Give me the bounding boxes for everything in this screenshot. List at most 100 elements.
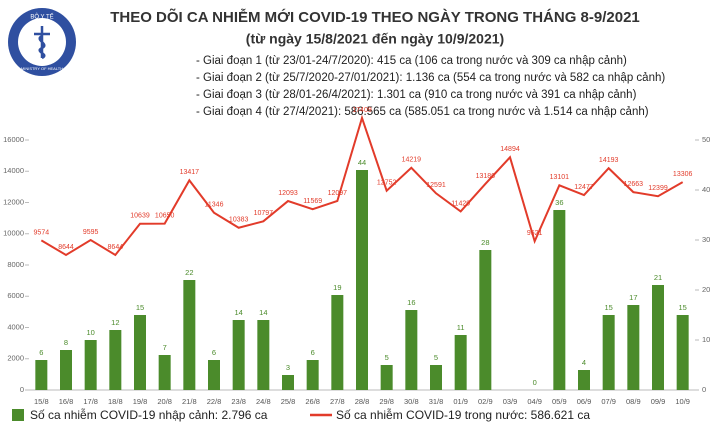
bar-label: 15 [604, 303, 612, 312]
x-tick-label: 18/8 [108, 397, 123, 406]
y2-tick-label: 20 [702, 285, 710, 294]
bar [60, 350, 72, 390]
bar-label: 16 [407, 298, 415, 307]
x-tick-label: 19/8 [133, 397, 148, 406]
y-tick-label: 8000 [7, 260, 24, 269]
line-label: 13101 [550, 174, 570, 181]
line-label: 12591 [426, 182, 446, 189]
line-label: 14894 [500, 146, 520, 153]
bar [553, 210, 566, 390]
line-label: 10797 [254, 210, 274, 217]
bar-label: 3 [286, 363, 290, 372]
bar [602, 315, 615, 390]
x-tick-label: 31/8 [429, 397, 444, 406]
note: - Giai đoạn 2 (từ 25/7/2020-27/01/2021):… [196, 72, 665, 84]
line-label: 12752 [377, 180, 397, 187]
bar [134, 315, 146, 390]
y-tick-label: 4000 [7, 322, 24, 331]
line-label: 9595 [83, 229, 99, 236]
note: - Giai đoạn 3 (từ 28/01-26/4/2021): 1.30… [196, 89, 637, 101]
bar [652, 285, 664, 390]
line-label: 11569 [303, 198, 322, 205]
y-tick-label: 0 [20, 385, 24, 394]
line-label: 12097 [328, 190, 348, 197]
legend-label: Số ca nhiễm COVID-19 nhập cảnh: 2.796 ca [30, 407, 268, 422]
x-tick-label: 06/9 [577, 397, 592, 406]
bar-label: 6 [212, 348, 216, 357]
bar [109, 330, 122, 390]
x-tick-label: 04/9 [527, 397, 542, 406]
bar-label: 6 [39, 348, 43, 357]
bar [282, 375, 294, 390]
logo-symbol [34, 26, 50, 60]
bar [306, 360, 319, 390]
bar-label: 6 [311, 348, 315, 357]
line-label: 13306 [673, 171, 693, 178]
bar-label: 8 [64, 338, 68, 347]
x-tick-label: 07/9 [601, 397, 616, 406]
bar-label: 36 [555, 198, 563, 207]
y-tick-label: 10000 [3, 229, 24, 238]
x-tick-label: 15/8 [34, 397, 49, 406]
bar [405, 310, 418, 390]
chart-subtitle: (từ ngày 15/8/2021 đến ngày 10/9/2021) [246, 31, 504, 47]
bar-label: 5 [385, 353, 389, 362]
line-label: 11429 [451, 200, 470, 207]
chart-title: THEO DÕI CA NHIỄM MỚI COVID-19 THEO NGÀY… [110, 8, 640, 26]
bar-label: 14 [234, 308, 242, 317]
bar [257, 320, 270, 390]
x-tick-label: 24/8 [256, 397, 271, 406]
y2-tick-label: 0 [702, 385, 706, 394]
bar-label: 12 [111, 318, 119, 327]
bar-label: 15 [678, 303, 686, 312]
bar [35, 360, 48, 390]
x-tick-label: 23/8 [231, 397, 246, 406]
bar [454, 335, 467, 390]
x-tick-label: 17/8 [83, 397, 98, 406]
logo-text: BỘ Y TẾ [30, 14, 53, 21]
note: - Giai đoạn 4 (từ 27/4/2021): 586.565 ca… [196, 106, 649, 118]
x-tick-label: 27/8 [330, 397, 345, 406]
bar [578, 370, 590, 390]
logo-text: MINISTRY OF HEALTH [21, 66, 63, 71]
line-label: 8644 [58, 244, 74, 251]
line-label: 14219 [402, 157, 422, 164]
line [40, 114, 684, 257]
x-tick-label: 30/8 [404, 397, 419, 406]
y-tick-label: 16000 [3, 135, 24, 144]
x-tick-label: 09/9 [651, 397, 666, 406]
x-tick-label: 03/9 [503, 397, 518, 406]
bar [479, 250, 492, 390]
x-tick-label: 21/8 [182, 397, 197, 406]
bar-label: 15 [136, 303, 144, 312]
bar-label: 4 [582, 358, 586, 367]
bar-label: 22 [185, 268, 193, 277]
bar [380, 365, 393, 390]
bar-label: 19 [333, 283, 341, 292]
bar [183, 280, 196, 390]
bar [331, 295, 344, 390]
x-tick-label: 01/9 [453, 397, 468, 406]
y-tick-label: 2000 [7, 354, 24, 363]
x-tick-label: 22/8 [207, 397, 222, 406]
x-tick-label: 29/8 [379, 397, 394, 406]
line-label: 13186 [476, 173, 496, 180]
bar-label: 28 [481, 238, 489, 247]
x-tick-label: 28/8 [355, 397, 370, 406]
y2-tick-label: 10 [702, 335, 710, 344]
y-tick-label: 6000 [7, 291, 24, 300]
bar [232, 320, 245, 390]
bar [208, 360, 220, 390]
line-label: 14193 [599, 157, 619, 164]
bar [158, 355, 171, 390]
y2-tick-label: 40 [702, 185, 710, 194]
line-label: 10650 [155, 212, 175, 219]
line-label: 8644 [108, 244, 124, 251]
y-tick-label: 12000 [3, 197, 24, 206]
line-label: 11346 [205, 202, 224, 209]
bar-label: 17 [629, 293, 637, 302]
line-label: 12093 [278, 190, 298, 197]
bar-label: 7 [163, 343, 167, 352]
bar [84, 340, 97, 390]
y2-tick-label: 50 [702, 135, 710, 144]
